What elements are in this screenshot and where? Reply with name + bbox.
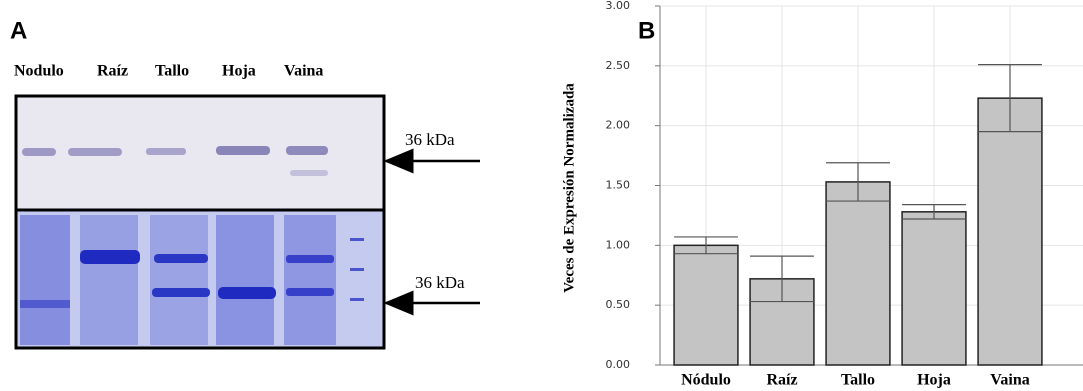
bar bbox=[826, 182, 890, 365]
x-tick-label: Hoja bbox=[917, 372, 951, 389]
lane-label: Nodulo bbox=[14, 63, 64, 80]
y-tick-label: 1.00 bbox=[606, 238, 631, 251]
x-tick-label: Vaina bbox=[990, 372, 1029, 389]
x-tick-label: Tallo bbox=[841, 372, 875, 389]
figure: A Nodulo Raíz Tallo Hoja Vaina 36 kDa 36… bbox=[0, 0, 1083, 391]
y-tick-label: 2.50 bbox=[606, 59, 631, 72]
panel-label: A bbox=[10, 17, 27, 44]
western-blot bbox=[16, 96, 384, 210]
x-tick-label: Nódulo bbox=[681, 372, 731, 389]
y-axis-label: Veces de Expresión Normalizada bbox=[561, 83, 577, 293]
bar bbox=[902, 212, 966, 365]
coomassie-gel bbox=[16, 210, 384, 348]
bar bbox=[674, 245, 738, 365]
y-tick-label: 3.00 bbox=[606, 0, 631, 12]
y-tick-label: 1.50 bbox=[606, 179, 631, 192]
y-tick-label: 0.00 bbox=[606, 358, 631, 371]
marker-label: 36 kDa bbox=[405, 130, 455, 149]
marker-label: 36 kDa bbox=[415, 273, 465, 292]
lane-label: Hoja bbox=[222, 63, 256, 80]
y-tick-label: 2.00 bbox=[606, 119, 631, 132]
lane-label: Vaina bbox=[284, 63, 323, 80]
lane-label: Raíz bbox=[97, 63, 128, 80]
x-tick-label: Raíz bbox=[766, 372, 797, 389]
lane-label: Tallo bbox=[155, 63, 189, 80]
bar bbox=[978, 98, 1042, 365]
y-tick-label: 0.50 bbox=[606, 298, 631, 311]
panel-label: B bbox=[638, 17, 655, 44]
